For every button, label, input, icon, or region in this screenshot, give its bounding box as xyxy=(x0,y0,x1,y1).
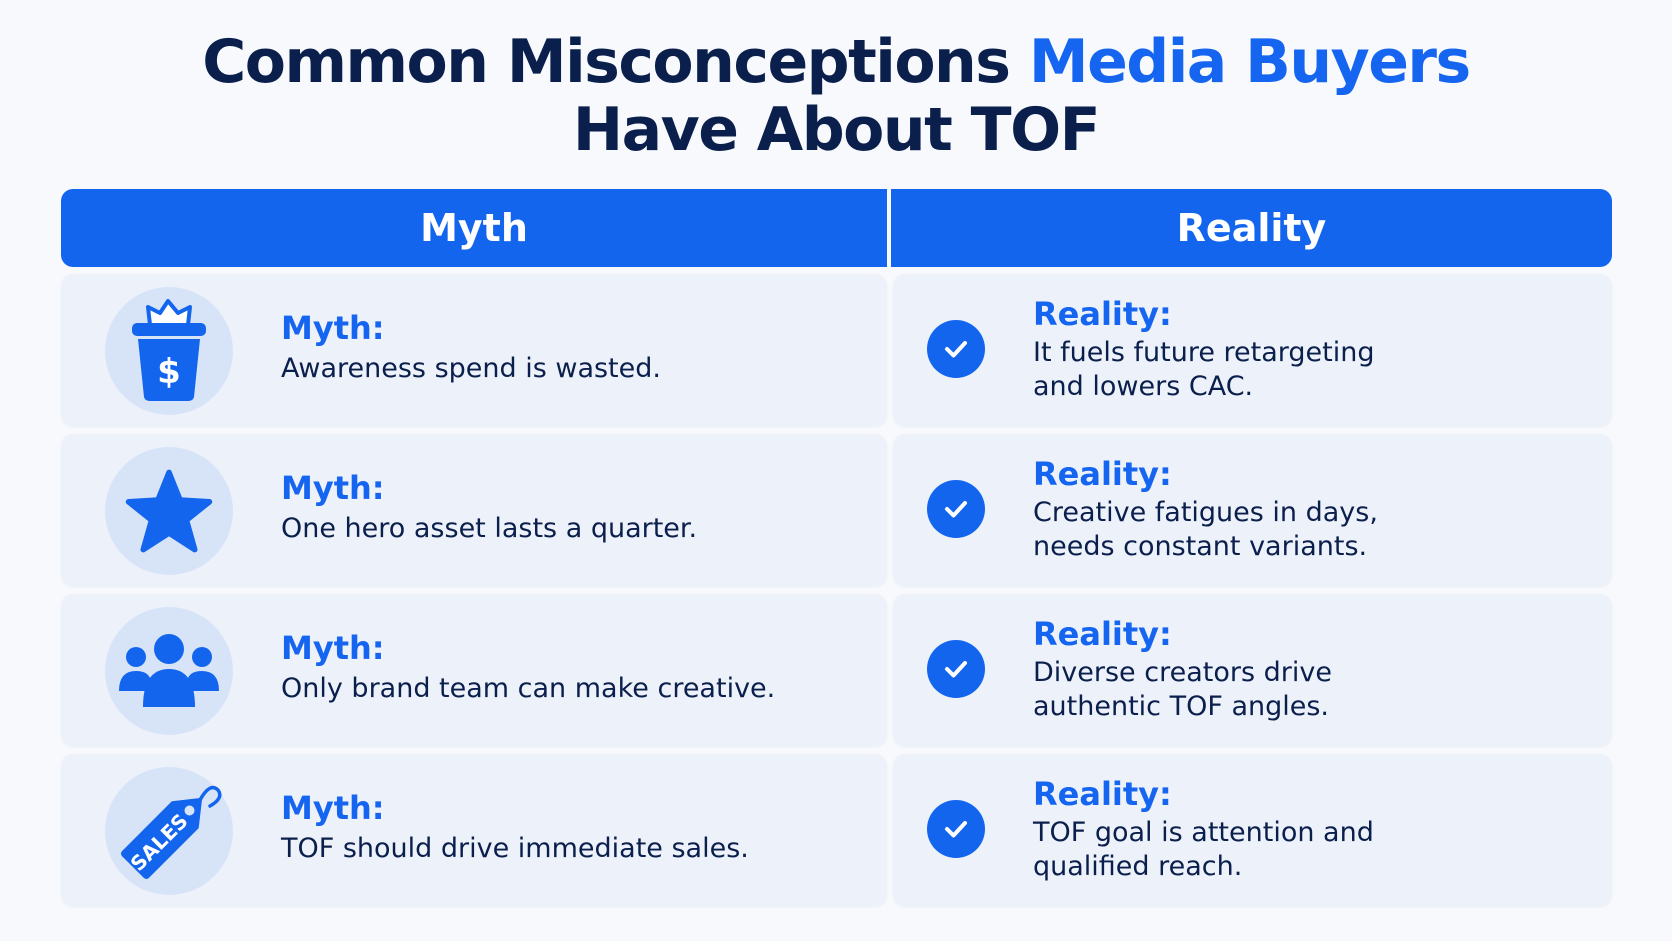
myth-cell: Myth: One hero asset lasts a quarter. xyxy=(61,434,887,586)
myth-label: Myth: xyxy=(281,469,385,507)
reality-line1: It fuels future retargeting xyxy=(1033,337,1375,368)
sales-tag-icon: SALES xyxy=(105,767,233,895)
reality-label: Reality: xyxy=(1033,455,1172,493)
reality-cell: Reality: It fuels future retargeting and… xyxy=(893,274,1612,426)
myth-label: Myth: xyxy=(281,789,385,827)
reality-line1: Creative fatigues in days, xyxy=(1033,497,1378,528)
reality-line1: Diverse creators drive xyxy=(1033,657,1332,688)
check-icon xyxy=(927,640,985,698)
reality-line2: needs constant variants. xyxy=(1033,531,1368,562)
check-icon xyxy=(927,320,985,378)
reality-label: Reality: xyxy=(1033,775,1172,813)
myth-label: Myth: xyxy=(281,309,385,347)
table-header: Myth Reality xyxy=(61,189,1612,267)
money-bin-icon: $ xyxy=(105,287,233,415)
reality-line2: qualified reach. xyxy=(1033,851,1243,882)
reality-text: Diverse creators drive authentic TOF ang… xyxy=(1033,656,1332,724)
table-row: $ Myth: Awareness spend is wasted. Reali… xyxy=(61,274,1612,426)
myth-cell: $ Myth: Awareness spend is wasted. xyxy=(61,274,887,426)
svg-text:$: $ xyxy=(157,352,181,392)
header-myth: Myth xyxy=(61,189,887,267)
myth-text: Awareness spend is wasted. xyxy=(281,353,661,384)
reality-label: Reality: xyxy=(1033,295,1172,333)
myth-cell: Myth: Only brand team can make creative. xyxy=(61,594,887,746)
myth-cell: SALES Myth: TOF should drive immediate s… xyxy=(61,754,887,906)
myth-label: Myth: xyxy=(281,629,385,667)
page-title: Common Misconceptions Media Buyers Have … xyxy=(0,28,1672,164)
star-icon xyxy=(105,447,233,575)
reality-cell: Reality: Diverse creators drive authenti… xyxy=(893,594,1612,746)
table-row: SALES Myth: TOF should drive immediate s… xyxy=(61,754,1612,906)
people-group-icon xyxy=(105,607,233,735)
reality-text: TOF goal is attention and qualified reac… xyxy=(1033,816,1374,884)
header-reality: Reality xyxy=(891,189,1612,267)
reality-line2: authentic TOF angles. xyxy=(1033,691,1330,722)
title-accent: Media Buyers xyxy=(1028,27,1471,97)
title-line2: Have About TOF xyxy=(572,95,1101,165)
reality-cell: Reality: TOF goal is attention and quali… xyxy=(893,754,1612,906)
myth-text: TOF should drive immediate sales. xyxy=(281,833,749,864)
reality-line2: and lowers CAC. xyxy=(1033,371,1254,402)
reality-cell: Reality: Creative fatigues in days, need… xyxy=(893,434,1612,586)
reality-line1: TOF goal is attention and xyxy=(1033,817,1374,848)
table-row: Myth: One hero asset lasts a quarter. Re… xyxy=(61,434,1612,586)
myth-text: Only brand team can make creative. xyxy=(281,673,776,704)
reality-text: Creative fatigues in days, needs constan… xyxy=(1033,496,1378,564)
table-row: Myth: Only brand team can make creative.… xyxy=(61,594,1612,746)
comparison-table: $ Myth: Awareness spend is wasted. Reali… xyxy=(61,274,1612,906)
reality-label: Reality: xyxy=(1033,615,1172,653)
reality-text: It fuels future retargeting and lowers C… xyxy=(1033,336,1375,404)
check-icon xyxy=(927,800,985,858)
title-part1: Common Misconceptions xyxy=(202,27,1029,97)
myth-text: One hero asset lasts a quarter. xyxy=(281,513,698,544)
check-icon xyxy=(927,480,985,538)
